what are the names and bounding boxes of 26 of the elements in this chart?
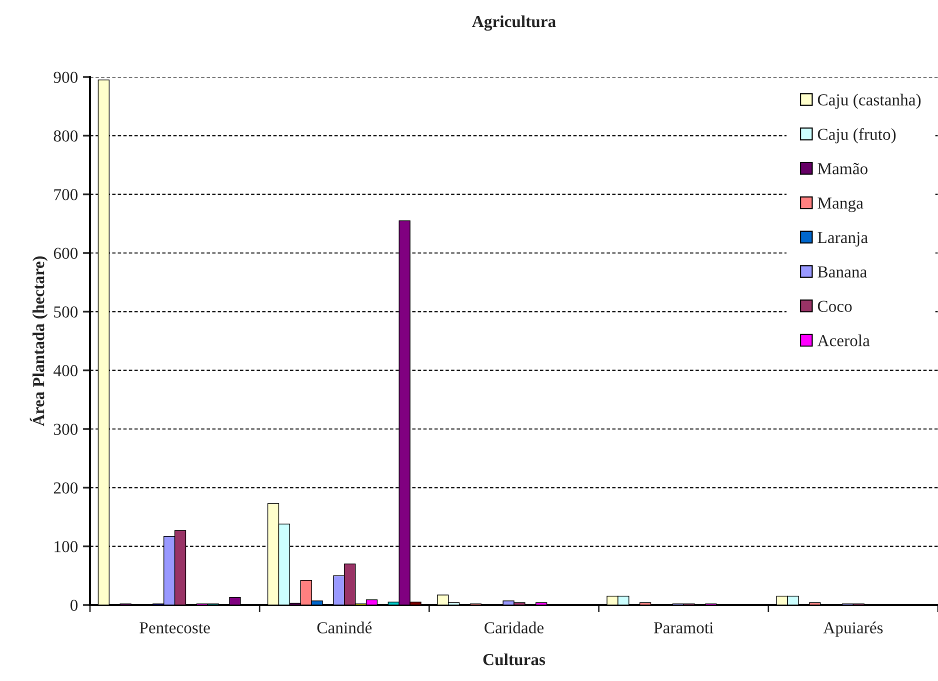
legend-label: Caju (fruto) — [818, 128, 896, 144]
y-axis-title: Área Plantada (hectare) — [30, 256, 48, 426]
x-axis-title: Culturas — [483, 653, 546, 666]
y-tick-label: 200 — [54, 482, 78, 494]
legend-label: Acerola — [817, 334, 870, 346]
legend-label: Mamão — [818, 162, 868, 174]
y-tick-label: 600 — [54, 248, 78, 259]
legend-label: Laranja — [818, 232, 868, 247]
y-tick-label: 400 — [54, 365, 78, 376]
x-tick-label: Pentecoste — [140, 622, 210, 634]
legend-label: Coco — [818, 300, 852, 312]
y-tick-label: 800 — [54, 130, 78, 142]
x-tick-label: Apuiarés — [823, 622, 883, 637]
x-tick-label: Caridade — [484, 622, 544, 634]
y-tick-label: 100 — [54, 541, 78, 552]
chart-title: Agricultura — [472, 15, 556, 31]
legend-label: Manga — [818, 198, 864, 212]
legend-label: Caju (castanha) — [818, 94, 921, 109]
x-tick-label: Paramoti — [654, 622, 714, 634]
y-tick-label: 0 — [70, 600, 78, 611]
x-tick-label: Canindé — [317, 622, 372, 634]
y-tick-label: 500 — [54, 306, 78, 318]
y-tick-label: 300 — [54, 424, 78, 435]
y-tick-label: 900 — [54, 72, 78, 83]
y-tick-label: 700 — [54, 189, 78, 200]
legend-label: Banana — [818, 266, 867, 278]
